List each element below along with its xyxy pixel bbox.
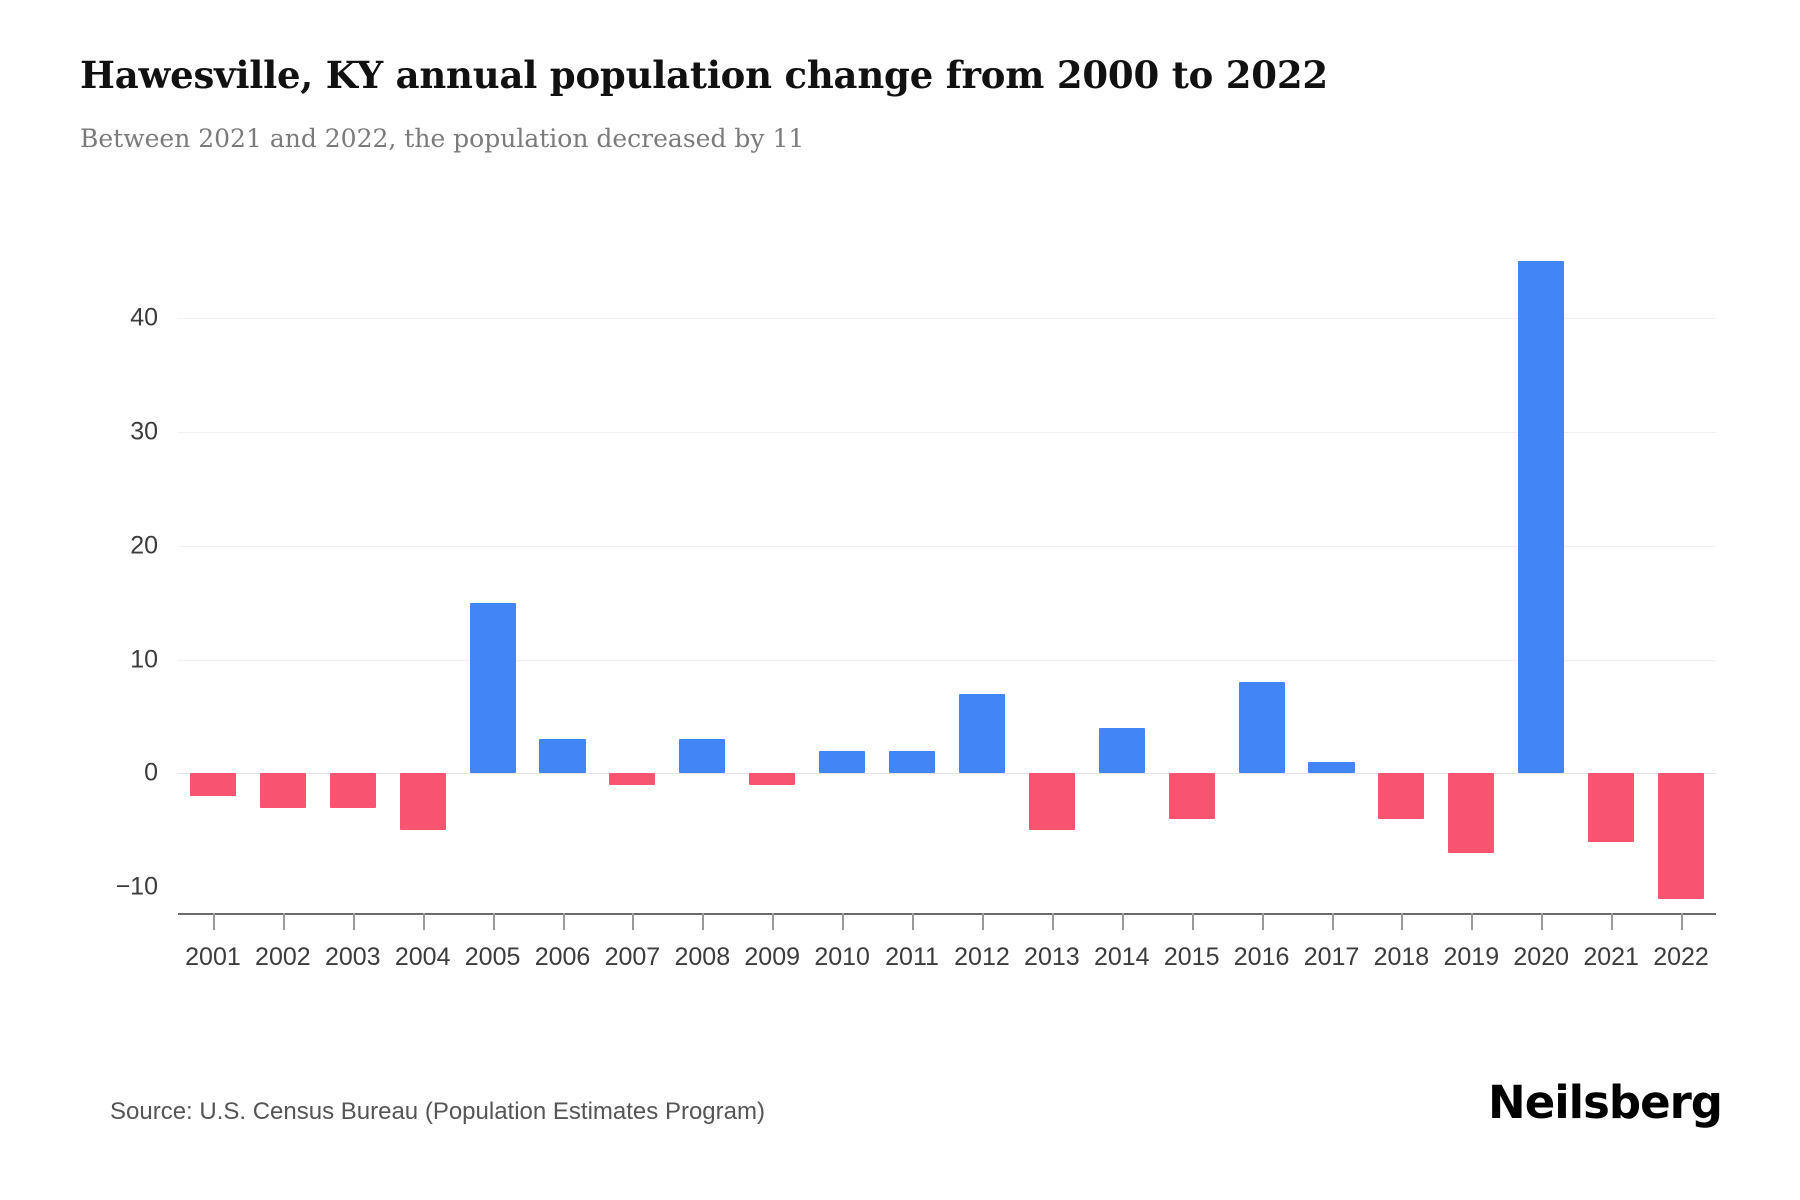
bar-2022[interactable] (1657, 773, 1705, 899)
source-note: Source: U.S. Census Bureau (Population E… (110, 1098, 765, 1125)
x-axis-label-2009: 2009 (744, 943, 801, 971)
zero-gridline (178, 773, 1716, 775)
bar-2008[interactable] (679, 739, 726, 774)
x-axis-label-2002: 2002 (255, 943, 311, 971)
plot-area (178, 250, 1716, 910)
y-axis-label: 30 (130, 417, 158, 446)
x-axis-tick (282, 913, 285, 930)
y-axis-label: −10 (115, 872, 158, 901)
bar-2004[interactable] (399, 773, 446, 831)
x-axis-label-2017: 2017 (1303, 943, 1360, 971)
x-axis-tick (1261, 913, 1264, 930)
x-axis-tick (632, 913, 635, 930)
bar-2011[interactable] (888, 750, 936, 774)
gridline (178, 318, 1716, 320)
x-axis-tick (702, 913, 705, 930)
bar-2013[interactable] (1028, 773, 1075, 831)
y-axis-label: 0 (144, 758, 158, 787)
x-axis-tick (422, 913, 425, 930)
bar-2016[interactable] (1238, 682, 1285, 774)
gridline (178, 659, 1716, 661)
x-axis-tick (1471, 913, 1474, 930)
x-axis-label-2018: 2018 (1373, 943, 1430, 971)
bar-2009[interactable] (749, 773, 796, 785)
x-axis-label-2001: 2001 (185, 943, 241, 971)
x-axis-tick (981, 913, 984, 930)
x-axis-tick (912, 913, 915, 930)
x-axis-label-2021: 2021 (1583, 943, 1639, 971)
x-axis-label-2010: 2010 (814, 943, 870, 971)
x-axis-tick (1541, 913, 1544, 930)
x-axis-label-2020: 2020 (1513, 943, 1570, 971)
x-axis-label-2022: 2022 (1653, 943, 1709, 971)
x-axis-label-2004: 2004 (394, 943, 451, 971)
bar-2010[interactable] (819, 750, 866, 774)
gridline (178, 545, 1716, 547)
x-axis-label-2015: 2015 (1163, 943, 1220, 971)
bar-2015[interactable] (1168, 773, 1215, 819)
bar-2003[interactable] (329, 773, 376, 808)
bar-2007[interactable] (609, 773, 656, 785)
x-axis-tick (562, 913, 565, 930)
bar-2020[interactable] (1518, 261, 1565, 774)
x-axis-line (178, 913, 1716, 915)
bar-2012[interactable] (958, 693, 1005, 774)
y-axis-label: 40 (130, 303, 158, 332)
x-axis-label-2005: 2005 (464, 943, 521, 971)
x-axis-label-2011: 2011 (885, 943, 939, 971)
x-axis-tick (1331, 913, 1334, 930)
x-axis-label-2007: 2007 (604, 943, 661, 971)
bar-series (178, 250, 1716, 910)
x-axis-label-2013: 2013 (1024, 943, 1080, 971)
x-axis-label-2014: 2014 (1093, 943, 1150, 971)
x-axis-label-2016: 2016 (1233, 943, 1290, 971)
bar-2017[interactable] (1308, 762, 1355, 774)
x-axis-tick (1191, 913, 1194, 930)
x-axis-tick (212, 913, 215, 930)
page-subtitle: Between 2021 and 2022, the population de… (80, 124, 805, 153)
x-axis-tick (842, 913, 845, 930)
x-axis-label-2012: 2012 (954, 943, 1010, 971)
x-axis-tick (1121, 913, 1124, 930)
page-title: Hawesville, KY annual population change … (80, 53, 1328, 97)
x-axis-label-2003: 2003 (324, 943, 381, 971)
bar-2001[interactable] (189, 773, 236, 797)
bar-2019[interactable] (1448, 773, 1495, 854)
x-axis-tick (1401, 913, 1404, 930)
gridline (178, 432, 1716, 434)
x-axis-tick (492, 913, 495, 930)
x-axis-label-2008: 2008 (674, 943, 731, 971)
x-axis-label-2006: 2006 (534, 943, 591, 971)
bar-2002[interactable] (259, 773, 306, 808)
bar-2018[interactable] (1378, 773, 1425, 819)
x-axis-tick (1611, 913, 1614, 930)
brand-logo: Neilsberg (1488, 1076, 1723, 1129)
y-axis-label: 20 (130, 531, 158, 560)
y-axis-label: 10 (130, 645, 158, 674)
bar-2014[interactable] (1098, 727, 1145, 774)
bar-2006[interactable] (539, 739, 586, 774)
bar-2021[interactable] (1588, 773, 1635, 842)
x-axis-label-2019: 2019 (1443, 943, 1500, 971)
x-axis-tick (1051, 913, 1054, 930)
x-axis-tick (352, 913, 355, 930)
x-axis-tick (772, 913, 775, 930)
bar-2005[interactable] (469, 602, 516, 774)
x-axis-tick (1681, 913, 1684, 930)
